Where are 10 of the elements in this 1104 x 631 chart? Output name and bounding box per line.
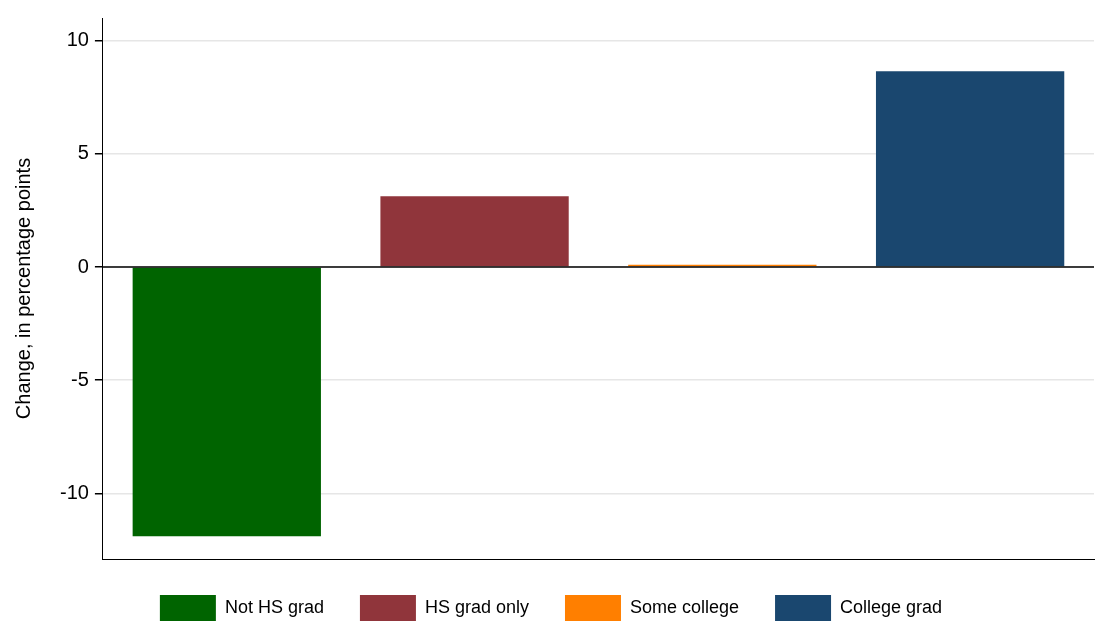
legend-label: Some college [629, 596, 740, 617]
y-tick-label: -10 [60, 480, 89, 503]
y-tick-label: 0 [77, 254, 89, 277]
y-axis-title: Change, in percentage points [11, 157, 34, 420]
y-tick-label: -5 [71, 367, 89, 390]
y-tick-label: 5 [77, 141, 89, 164]
y-tick-label: 10 [66, 28, 89, 51]
legend-label: Not HS grad [224, 596, 324, 617]
legend-label: College grad [840, 596, 943, 617]
legend-label: HS grad only [424, 596, 529, 617]
